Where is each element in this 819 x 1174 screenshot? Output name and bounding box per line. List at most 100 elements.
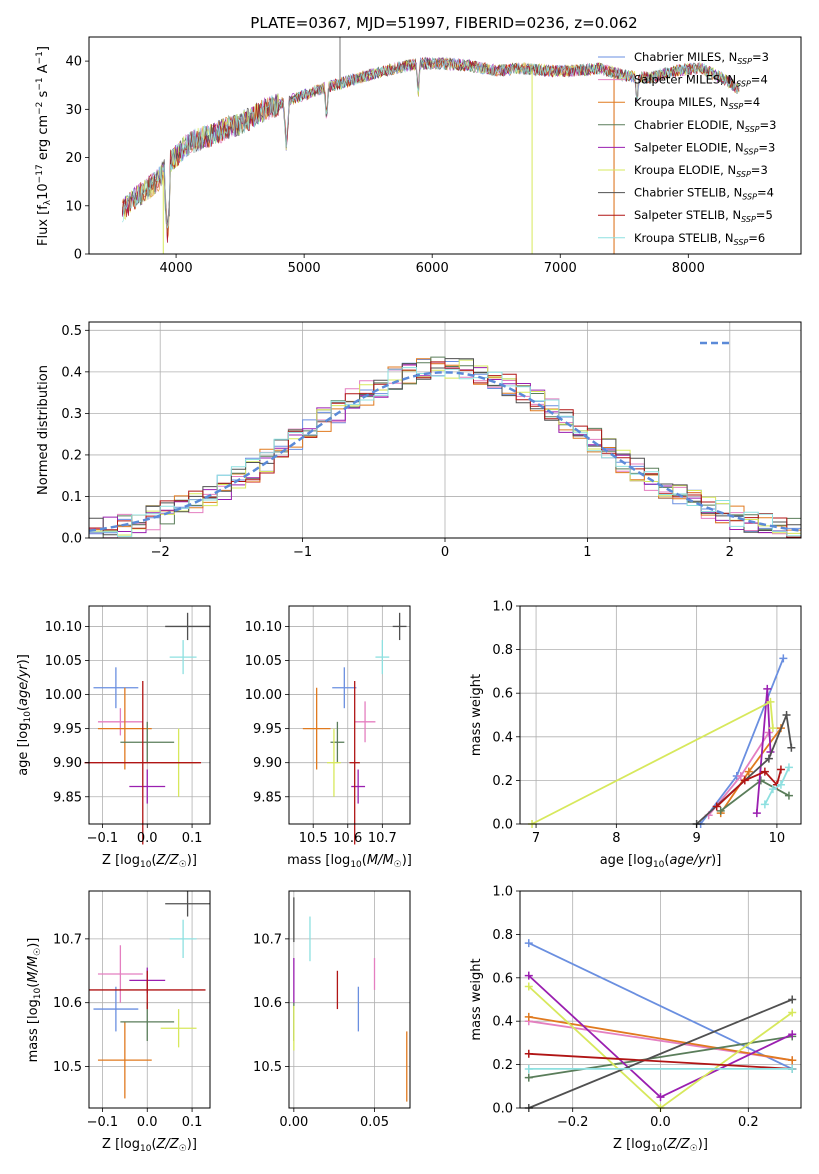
y-tick-label: 0.6 bbox=[492, 971, 513, 986]
y-tick-label: 0.0 bbox=[492, 818, 513, 833]
axes-frame bbox=[288, 605, 411, 825]
x-tick-label: 7000 bbox=[544, 261, 577, 276]
x-axis-title: Z [log10(Z/Z☉)] bbox=[102, 1137, 197, 1154]
y-tick-label: 9.95 bbox=[53, 722, 82, 737]
x-tick-label: 2 bbox=[726, 545, 734, 560]
y-tick-label: 10.5 bbox=[253, 1060, 282, 1075]
y-tick-label: 10.7 bbox=[53, 932, 82, 947]
y-tick-label: 0.8 bbox=[492, 928, 513, 943]
legend-label: Kroupa ELODIE, NSSP=3 bbox=[634, 163, 768, 179]
series-marker bbox=[784, 791, 793, 800]
series-line bbox=[528, 1016, 793, 1062]
x-tick-label: −2 bbox=[151, 545, 170, 560]
legend-label: Salpeter ELODIE, NSSP=3 bbox=[634, 140, 775, 156]
figure-title: PLATE=0367, MJD=51997, FIBERID=0236, z=0… bbox=[250, 14, 637, 32]
x-axis-title: Z [log10(Z/Z☉)] bbox=[613, 1137, 708, 1154]
series-marker bbox=[768, 724, 777, 733]
series-marker bbox=[752, 809, 761, 818]
x-tick-label: 10 bbox=[769, 831, 786, 846]
mass-vs-z-panel: −0.1 0.0 0.1 10.5 10.6 10.7 Z [log10(Z/Z☉)] mas… bbox=[26, 890, 211, 1154]
axes-frame bbox=[519, 890, 802, 1109]
y-tick-label: 10.05 bbox=[245, 654, 282, 669]
y-tick-label: 0 bbox=[74, 248, 82, 263]
x-tick-label: 4000 bbox=[160, 261, 193, 276]
series-marker bbox=[744, 767, 753, 776]
y-tick-label: 40 bbox=[65, 55, 82, 70]
series-marker bbox=[736, 772, 745, 781]
y-tick-label: 9.95 bbox=[253, 722, 282, 737]
legend-label: Chabrier STELIB, NSSP=4 bbox=[634, 186, 774, 202]
x-tick-label: −0.1 bbox=[87, 831, 119, 846]
y-tick-label: 0.2 bbox=[492, 774, 513, 789]
axes-frame bbox=[288, 890, 411, 1109]
age-vs-z-panel: −0.1 0.0 0.1 9.85 9.90 9.95 10.00 10.05 10.10 Z [… bbox=[16, 605, 211, 870]
series-marker bbox=[760, 767, 769, 776]
series-line bbox=[528, 998, 793, 1109]
x-axis-title: Z [log10(Z/Z☉)] bbox=[102, 853, 197, 870]
series-marker bbox=[782, 711, 791, 719]
y-tick-label: 10.6 bbox=[53, 996, 82, 1011]
x-tick-label: 0.0 bbox=[137, 1115, 158, 1130]
series-marker bbox=[763, 684, 772, 693]
series-marker bbox=[788, 1008, 797, 1017]
y-tick-label: 0.1 bbox=[61, 490, 82, 505]
y-axis-title: age [log10(age/yr)] bbox=[16, 654, 33, 776]
y-axis-title: mass weight bbox=[469, 674, 484, 756]
x-tick-label: 8 bbox=[612, 831, 620, 846]
y-tick-label: 0.8 bbox=[492, 643, 513, 658]
plot-area bbox=[89, 891, 210, 1099]
series-marker bbox=[524, 1073, 533, 1082]
series-marker bbox=[784, 763, 793, 772]
series-marker bbox=[712, 802, 721, 811]
axes-frame bbox=[88, 36, 802, 255]
y-tick-label: 10.10 bbox=[245, 620, 282, 635]
legend-label: Chabrier MILES, NSSP=3 bbox=[634, 50, 769, 66]
series-marker bbox=[788, 1064, 797, 1073]
x-tick-label: 10.6 bbox=[333, 831, 362, 846]
y-tick-label: 1.0 bbox=[492, 885, 513, 900]
y-tick-label: 9.85 bbox=[253, 790, 282, 805]
x-tick-label: 10.5 bbox=[299, 831, 328, 846]
histogram-series bbox=[89, 367, 801, 537]
y-tick-label: 20 bbox=[65, 151, 82, 166]
series-line bbox=[528, 942, 793, 1070]
plot-area bbox=[84, 612, 210, 845]
series-marker bbox=[779, 654, 788, 663]
y-tick-label: 10.5 bbox=[53, 1060, 82, 1075]
axes-frame bbox=[88, 890, 211, 1109]
weight-vs-age-panel: 7 8 9 10 0.0 0.2 0.4 0.6 0.8 1.0 age [log10(age/yr… bbox=[469, 600, 802, 870]
spectrum-line bbox=[122, 57, 740, 229]
series-marker bbox=[776, 780, 785, 789]
legend-label: Salpeter STELIB, NSSP=5 bbox=[634, 208, 773, 224]
axes-frame bbox=[519, 605, 802, 825]
plot-area bbox=[89, 356, 801, 538]
series-line bbox=[531, 700, 774, 825]
y-tick-label: 9.85 bbox=[53, 790, 82, 805]
legend-label: Chabrier ELODIE, NSSP=3 bbox=[634, 118, 776, 134]
series-marker bbox=[524, 1049, 533, 1058]
series-marker bbox=[788, 995, 797, 1004]
x-tick-label: 10.7 bbox=[368, 831, 397, 846]
series-line bbox=[764, 766, 790, 805]
x-tick-label: 0 bbox=[441, 545, 449, 560]
series-marker bbox=[656, 1093, 665, 1102]
y-tick-label: 10.05 bbox=[45, 654, 82, 669]
y-tick-label: 0.6 bbox=[492, 687, 513, 702]
series-marker bbox=[787, 743, 796, 752]
x-tick-label: 9 bbox=[692, 831, 700, 846]
series-marker bbox=[740, 776, 749, 785]
y-tick-label: 0.2 bbox=[61, 448, 82, 463]
x-tick-label: 8000 bbox=[672, 261, 705, 276]
y-tick-label: 0.4 bbox=[492, 1015, 513, 1030]
gaussian-reference-curve bbox=[89, 371, 801, 532]
x-tick-label: 0.0 bbox=[650, 1115, 671, 1130]
y-tick-label: 10.10 bbox=[45, 620, 82, 635]
x-tick-label: −0.2 bbox=[557, 1115, 589, 1130]
x-tick-label: −1 bbox=[293, 545, 312, 560]
y-tick-label: 30 bbox=[65, 103, 82, 118]
x-tick-label: 0.05 bbox=[360, 1115, 389, 1130]
y-tick-label: 10.7 bbox=[253, 932, 282, 947]
x-tick-label: 0.0 bbox=[137, 831, 158, 846]
series-marker bbox=[524, 982, 533, 991]
